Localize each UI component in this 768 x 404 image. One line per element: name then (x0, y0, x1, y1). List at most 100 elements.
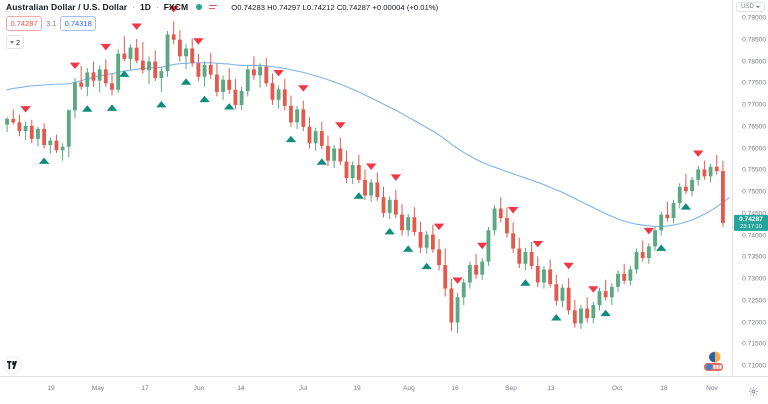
time-tick: Sep (505, 385, 517, 392)
sell-signal-marker (507, 207, 519, 214)
price-tick: 0.74500 (742, 210, 766, 218)
buy-signal-marker (180, 78, 192, 85)
price-tick: 0.77500 (742, 79, 766, 87)
tradingview-logo-glyph (7, 361, 17, 369)
sell-signal-marker (298, 85, 309, 92)
chart-settings-icon[interactable] (209, 4, 218, 11)
price-tick: 0.71000 (742, 362, 766, 370)
sell-signal-marker (452, 277, 463, 284)
price-tick: 0.79000 (742, 14, 766, 22)
gear-glyph (748, 386, 758, 396)
sell-signal-marker (532, 240, 543, 248)
collapsed-indicator-count: 2 (16, 37, 20, 47)
price-tick: 0.77000 (742, 101, 766, 109)
price-tick: 0.75500 (742, 166, 766, 174)
price-tick: 0.76500 (742, 123, 766, 131)
buy-signal-marker (38, 157, 50, 164)
buy-signal-marker (551, 314, 562, 321)
time-tick: Aug (403, 385, 415, 392)
signal-markers (20, 6, 704, 321)
price-tick: 0.74000 (742, 232, 766, 239)
brand-watermark-glyph (704, 351, 723, 371)
buy-signal-marker (82, 105, 93, 112)
time-tick: 19 (353, 385, 361, 392)
tradingview-logo-icon[interactable] (4, 356, 22, 374)
candlestick-canvas (5, 6, 730, 334)
chart-legend: Australian Dollar / U.S. Dollar · 1D · F… (6, 1, 438, 49)
price-tick: 0.73000 (742, 275, 766, 283)
current-price-value: 0.74287 (739, 215, 763, 223)
price-tick: 0.71500 (742, 340, 766, 348)
time-tick: May (91, 385, 105, 392)
buy-signal-marker (656, 244, 667, 251)
buy-signal-marker (520, 279, 531, 286)
price-tick: 0.75000 (742, 188, 766, 196)
buy-signal-marker (285, 135, 297, 143)
time-tick: 18 (660, 385, 668, 392)
sell-signal-marker (693, 150, 704, 157)
buy-signal-marker (156, 100, 167, 108)
sell-signal-marker (193, 38, 204, 45)
buy-signal-marker (680, 203, 692, 210)
buy-signal-marker (402, 245, 414, 252)
current-price-countdown: 23:17:10 (740, 223, 762, 230)
time-axis[interactable]: 19 May 17 Jun 14 Jul 19 Aug 16 Sep 13 Oct 18 Nov (0, 376, 768, 404)
buy-signal-marker (353, 192, 365, 199)
sell-signal-marker (335, 122, 346, 129)
time-tick: Nov (706, 385, 718, 392)
separator-dot: · (132, 2, 136, 12)
sell-signal-marker (390, 174, 402, 181)
sell-signal-marker (477, 242, 488, 250)
symbol-title[interactable]: Australian Dollar / U.S. Dollar (6, 2, 128, 12)
currency-selector[interactable]: USD (736, 2, 765, 12)
ohlc-values: O0.74283 H0.74297 L0.74212 C0.74287 +0.0… (231, 2, 439, 12)
sell-signal-marker (273, 70, 284, 77)
indicator-values-row: 0.74287 3.1 0.74318 (6, 16, 438, 31)
buy-signal-marker (421, 262, 432, 270)
candle-series (5, 21, 725, 334)
chevron-down-icon (755, 6, 760, 8)
time-tick: 14 (237, 385, 245, 392)
time-tick: Jun (193, 385, 205, 392)
price-tick: 0.78000 (742, 58, 766, 65)
sell-signal-marker (643, 227, 655, 235)
interval-label[interactable]: 1D (140, 2, 151, 12)
separator-dot-2: · (155, 2, 159, 12)
chart-plot-area[interactable] (0, 0, 732, 376)
sell-signal-marker (433, 223, 445, 230)
sell-signal-marker (20, 106, 31, 113)
sell-signal-marker (563, 262, 574, 270)
currency-label: USD (741, 4, 754, 10)
collapsed-indicators-toggle[interactable]: 2 (6, 35, 24, 49)
price-tick: 0.72500 (742, 297, 766, 305)
price-tick: 0.78500 (742, 36, 766, 44)
sell-signal-marker (69, 62, 81, 70)
exchange-label[interactable]: FXCM (163, 2, 189, 12)
sell-signal-marker (168, 6, 179, 13)
buy-signal-marker (224, 103, 235, 110)
brand-watermark-icon (700, 350, 726, 374)
price-axis[interactable]: USD 0.79000 0.78500 0.78000 0.77500 0.77000 0… (732, 0, 768, 376)
time-tick: 16 (451, 385, 459, 392)
market-open-dot-icon (196, 4, 203, 10)
indicator-value-red[interactable]: 0.74287 (6, 16, 43, 31)
price-tick: 0.76000 (742, 145, 766, 152)
time-tick: 17 (141, 385, 149, 392)
time-tick: Oct (611, 385, 623, 392)
symbol-header-row: Australian Dollar / U.S. Dollar · 1D · F… (6, 1, 438, 13)
moving-average-line (6, 62, 730, 227)
buy-signal-marker (106, 104, 118, 111)
buy-signal-marker (199, 95, 210, 103)
indicator-value-blue[interactable]: 0.74318 (60, 16, 97, 31)
gear-icon[interactable] (746, 384, 760, 398)
sell-signal-marker (131, 23, 142, 30)
buy-signal-marker (316, 158, 328, 165)
buy-signal-marker (600, 309, 611, 317)
chevron-down-icon (10, 40, 14, 44)
sell-signal-marker (365, 163, 377, 170)
indicator-length-label: 3.1 (46, 18, 57, 28)
buy-signal-marker (384, 227, 395, 235)
price-tick: 0.72000 (742, 319, 766, 326)
sell-signal-marker (588, 286, 599, 293)
